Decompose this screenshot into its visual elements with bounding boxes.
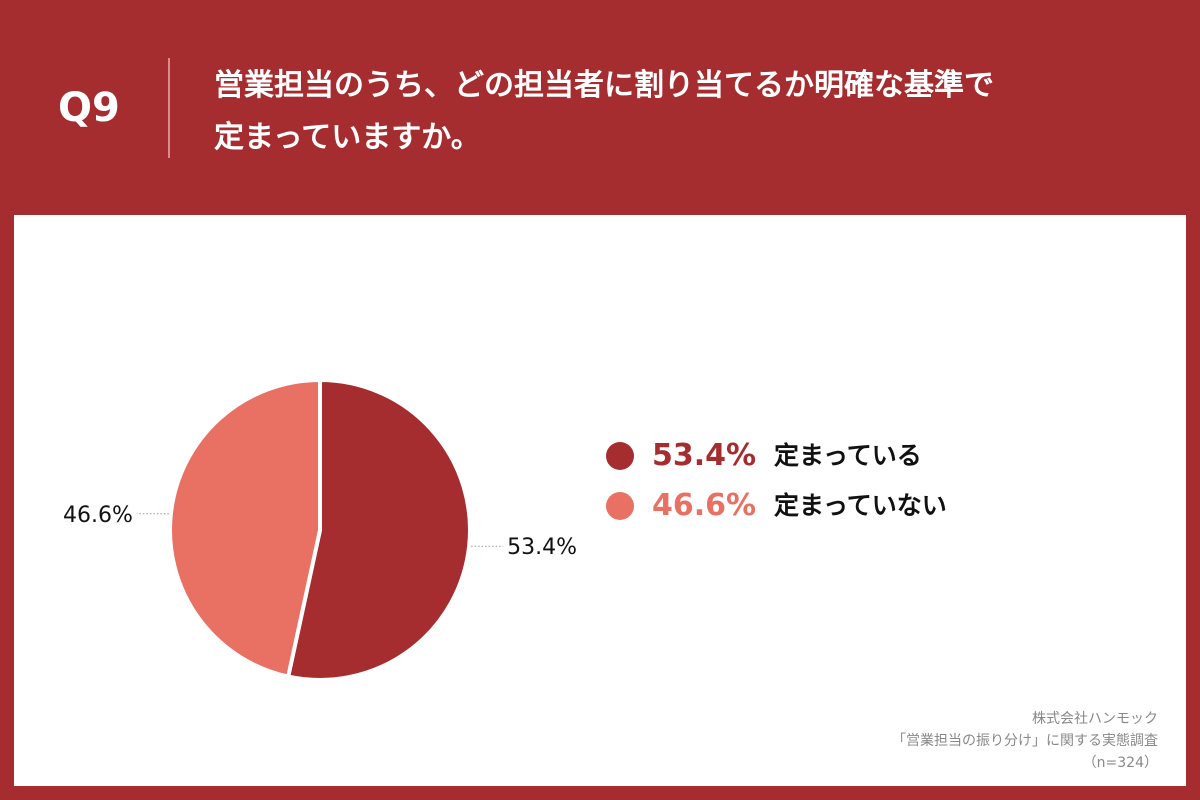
question-text: 営業担当のうち、どの担当者に割り当てるか明確な基準で 定まっていますか。 [214, 60, 1154, 164]
legend-label-defined: 定まっている [774, 441, 922, 470]
pie-label-defined: 53.4% [507, 535, 577, 560]
question-line-2: 定まっていますか。 [214, 120, 481, 155]
source-note: 株式会社ハンモック 「営業担当の振り分け」に関する実態調査 （n=324） [892, 708, 1158, 774]
legend-pct-undefined: 46.6% [652, 488, 757, 523]
pie-label-undefined: 46.6% [63, 503, 133, 528]
legend-dot-undefined [606, 492, 634, 520]
question-number: Q9 [58, 85, 120, 131]
source-sample-size: （n=324） [1082, 755, 1158, 771]
source-company: 株式会社ハンモック [1032, 711, 1158, 727]
legend-item-defined: 53.4% 定まっている [606, 432, 1106, 482]
legend-dot-defined [606, 442, 634, 470]
legend-pct-defined: 53.4% [652, 438, 757, 473]
legend-item-undefined: 46.6% 定まっていない [606, 482, 1106, 532]
pie-slice-undefined [168, 378, 322, 679]
pie-slice-defined [286, 378, 472, 682]
legend-label-undefined: 定まっていない [774, 491, 947, 520]
chart-legend: 53.4% 定まっている 46.6% 定まっていない [606, 432, 1106, 532]
header-divider [168, 58, 170, 158]
question-line-1: 営業担当のうち、どの担当者に割り当てるか明確な基準で [214, 68, 994, 103]
source-survey: 「営業担当の振り分け」に関する実態調査 [892, 733, 1158, 749]
header-band: Q9 営業担当のうち、どの担当者に割り当てるか明確な基準で 定まっていますか。 [0, 0, 1200, 215]
